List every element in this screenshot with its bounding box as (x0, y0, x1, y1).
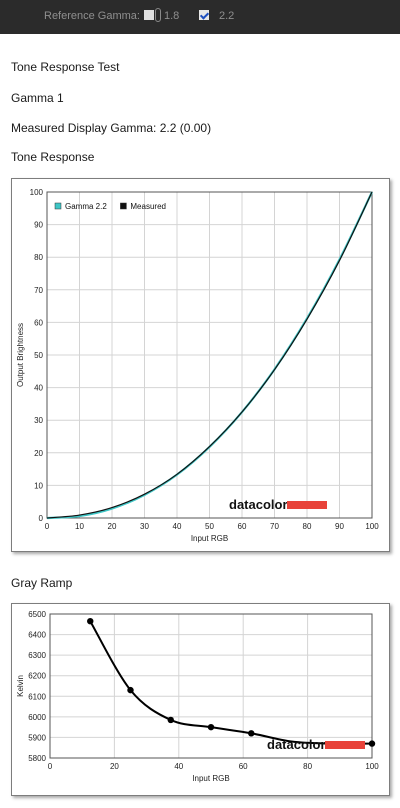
tone-legend-swatch (120, 202, 127, 210)
tone-x-tick-label: 70 (270, 522, 279, 531)
gray-data-point (127, 686, 134, 694)
reference-gamma-toolbar: Reference Gamma: 1.8 2.2 (0, 0, 400, 34)
gray-ramp-chart-panel: 0 20 40 60 80 100 5800 5900 6000 6100 6200 6300 6400… (11, 603, 390, 796)
tone-y-tick-label: 40 (34, 384, 43, 393)
datacolor-logo-text: datacolor (267, 737, 326, 752)
gray-data-point (368, 740, 376, 747)
gray-x-axis-label: Input RGB (192, 774, 229, 783)
tone-x-tick-label: 80 (303, 522, 312, 531)
tone-response-chart: 0 10 20 30 40 50 60 70 80 90 100 0 10 20 30 40 50 60 70 80 9… (16, 188, 379, 543)
gamma-18-checkbox[interactable] (144, 10, 154, 20)
tone-legend: Gamma 2.2 Measured (54, 202, 166, 211)
tone-y-tick-label: 100 (30, 188, 44, 197)
gamma-subtitle: Gamma 1 (11, 91, 64, 105)
gray-y-tick-label: 6500 (28, 610, 46, 619)
gray-y-tick-label: 6100 (28, 692, 46, 701)
gray-x-tick-label: 100 (365, 762, 379, 771)
tone-x-tick-label: 100 (365, 522, 379, 531)
gray-data-point (167, 716, 174, 724)
tone-y-tick-label: 70 (34, 286, 43, 295)
tone-x-tick-label: 90 (335, 522, 344, 531)
tone-y-tick-label: 20 (34, 449, 43, 458)
gray-x-tick-label: 60 (239, 762, 248, 771)
tone-x-tick-label: 20 (108, 522, 117, 531)
tone-y-tick-label: 10 (34, 481, 43, 490)
tone-y-tick-label: 0 (39, 514, 44, 523)
tone-series-line-1 (46, 191, 373, 519)
tone-y-tick-label: 50 (34, 351, 43, 360)
tone-grid (46, 191, 373, 519)
gray-y-tick-label: 5800 (28, 754, 46, 763)
gray-data-point (207, 723, 215, 731)
gray-series-line (89, 620, 373, 745)
gray-x-tick-label: 0 (48, 762, 53, 771)
tone-legend-label: Gamma 2.2 (65, 202, 107, 211)
tone-y-tick-label: 30 (34, 416, 43, 425)
tone-response-chart-panel: 0 10 20 30 40 50 60 70 80 90 100 0 10 20 30 40 50 60 70 80 9… (11, 178, 390, 552)
tone-y-tick-label: 80 (34, 253, 43, 262)
tone-y-tick-label: 90 (34, 221, 43, 230)
reference-gamma-label: Reference Gamma: (44, 10, 140, 22)
gamma-18-label[interactable]: 1.8 (164, 10, 180, 22)
gray-x-tick-label: 20 (110, 762, 119, 771)
gray-x-tick-label: 40 (174, 762, 183, 771)
section-title: Tone Response Test (11, 60, 120, 74)
measured-gamma-text: Measured Display Gamma: 2.2 (0.00) (11, 121, 212, 135)
tone-legend-label: Measured (130, 202, 166, 211)
tone-x-tick-label: 10 (75, 522, 84, 531)
tone-x-tick-label: 50 (205, 522, 214, 531)
datacolor-logo-bar (287, 501, 327, 509)
gamma-22-label[interactable]: 2.2 (219, 10, 235, 22)
datacolor-logo: datacolor (229, 497, 327, 512)
tone-x-axis-label: Input RGB (191, 534, 228, 543)
tone-x-tick-label: 60 (238, 522, 247, 531)
gray-data-point (87, 618, 94, 625)
tone-y-tick-label: 60 (34, 318, 43, 327)
gray-data-point (248, 730, 255, 737)
datacolor-logo: datacolor (267, 737, 365, 752)
tone-x-tick-label: 40 (173, 522, 182, 531)
gray-y-axis-label: Kelvin (16, 675, 25, 697)
gray-x-tick-label: 80 (303, 762, 312, 771)
gamma-22-checkbox[interactable] (199, 10, 209, 20)
mouse-cursor-icon (155, 8, 161, 22)
gray-y-tick-label: 6000 (28, 713, 46, 722)
datacolor-logo-bar (325, 741, 365, 749)
gray-y-tick-label: 6300 (28, 651, 46, 660)
tone-x-tick-label: 0 (45, 522, 50, 531)
tone-x-tick-label: 30 (140, 522, 149, 531)
gray-y-tick-label: 6400 (28, 631, 46, 640)
gray-y-tick-label: 6200 (28, 672, 46, 681)
gray-y-tick-label: 5900 (28, 733, 46, 742)
tone-plot-frame (46, 191, 373, 519)
tone-y-axis-label: Output Brightness (16, 323, 25, 387)
datacolor-logo-text: datacolor (229, 497, 288, 512)
gray-ramp-heading: Gray Ramp (11, 576, 73, 590)
tone-legend-swatch (54, 202, 62, 210)
gray-ramp-chart: 0 20 40 60 80 100 5800 5900 6000 6100 6200 6300 6400… (16, 610, 379, 783)
gray-plot-frame (49, 613, 373, 759)
tone-response-heading: Tone Response (11, 150, 95, 164)
